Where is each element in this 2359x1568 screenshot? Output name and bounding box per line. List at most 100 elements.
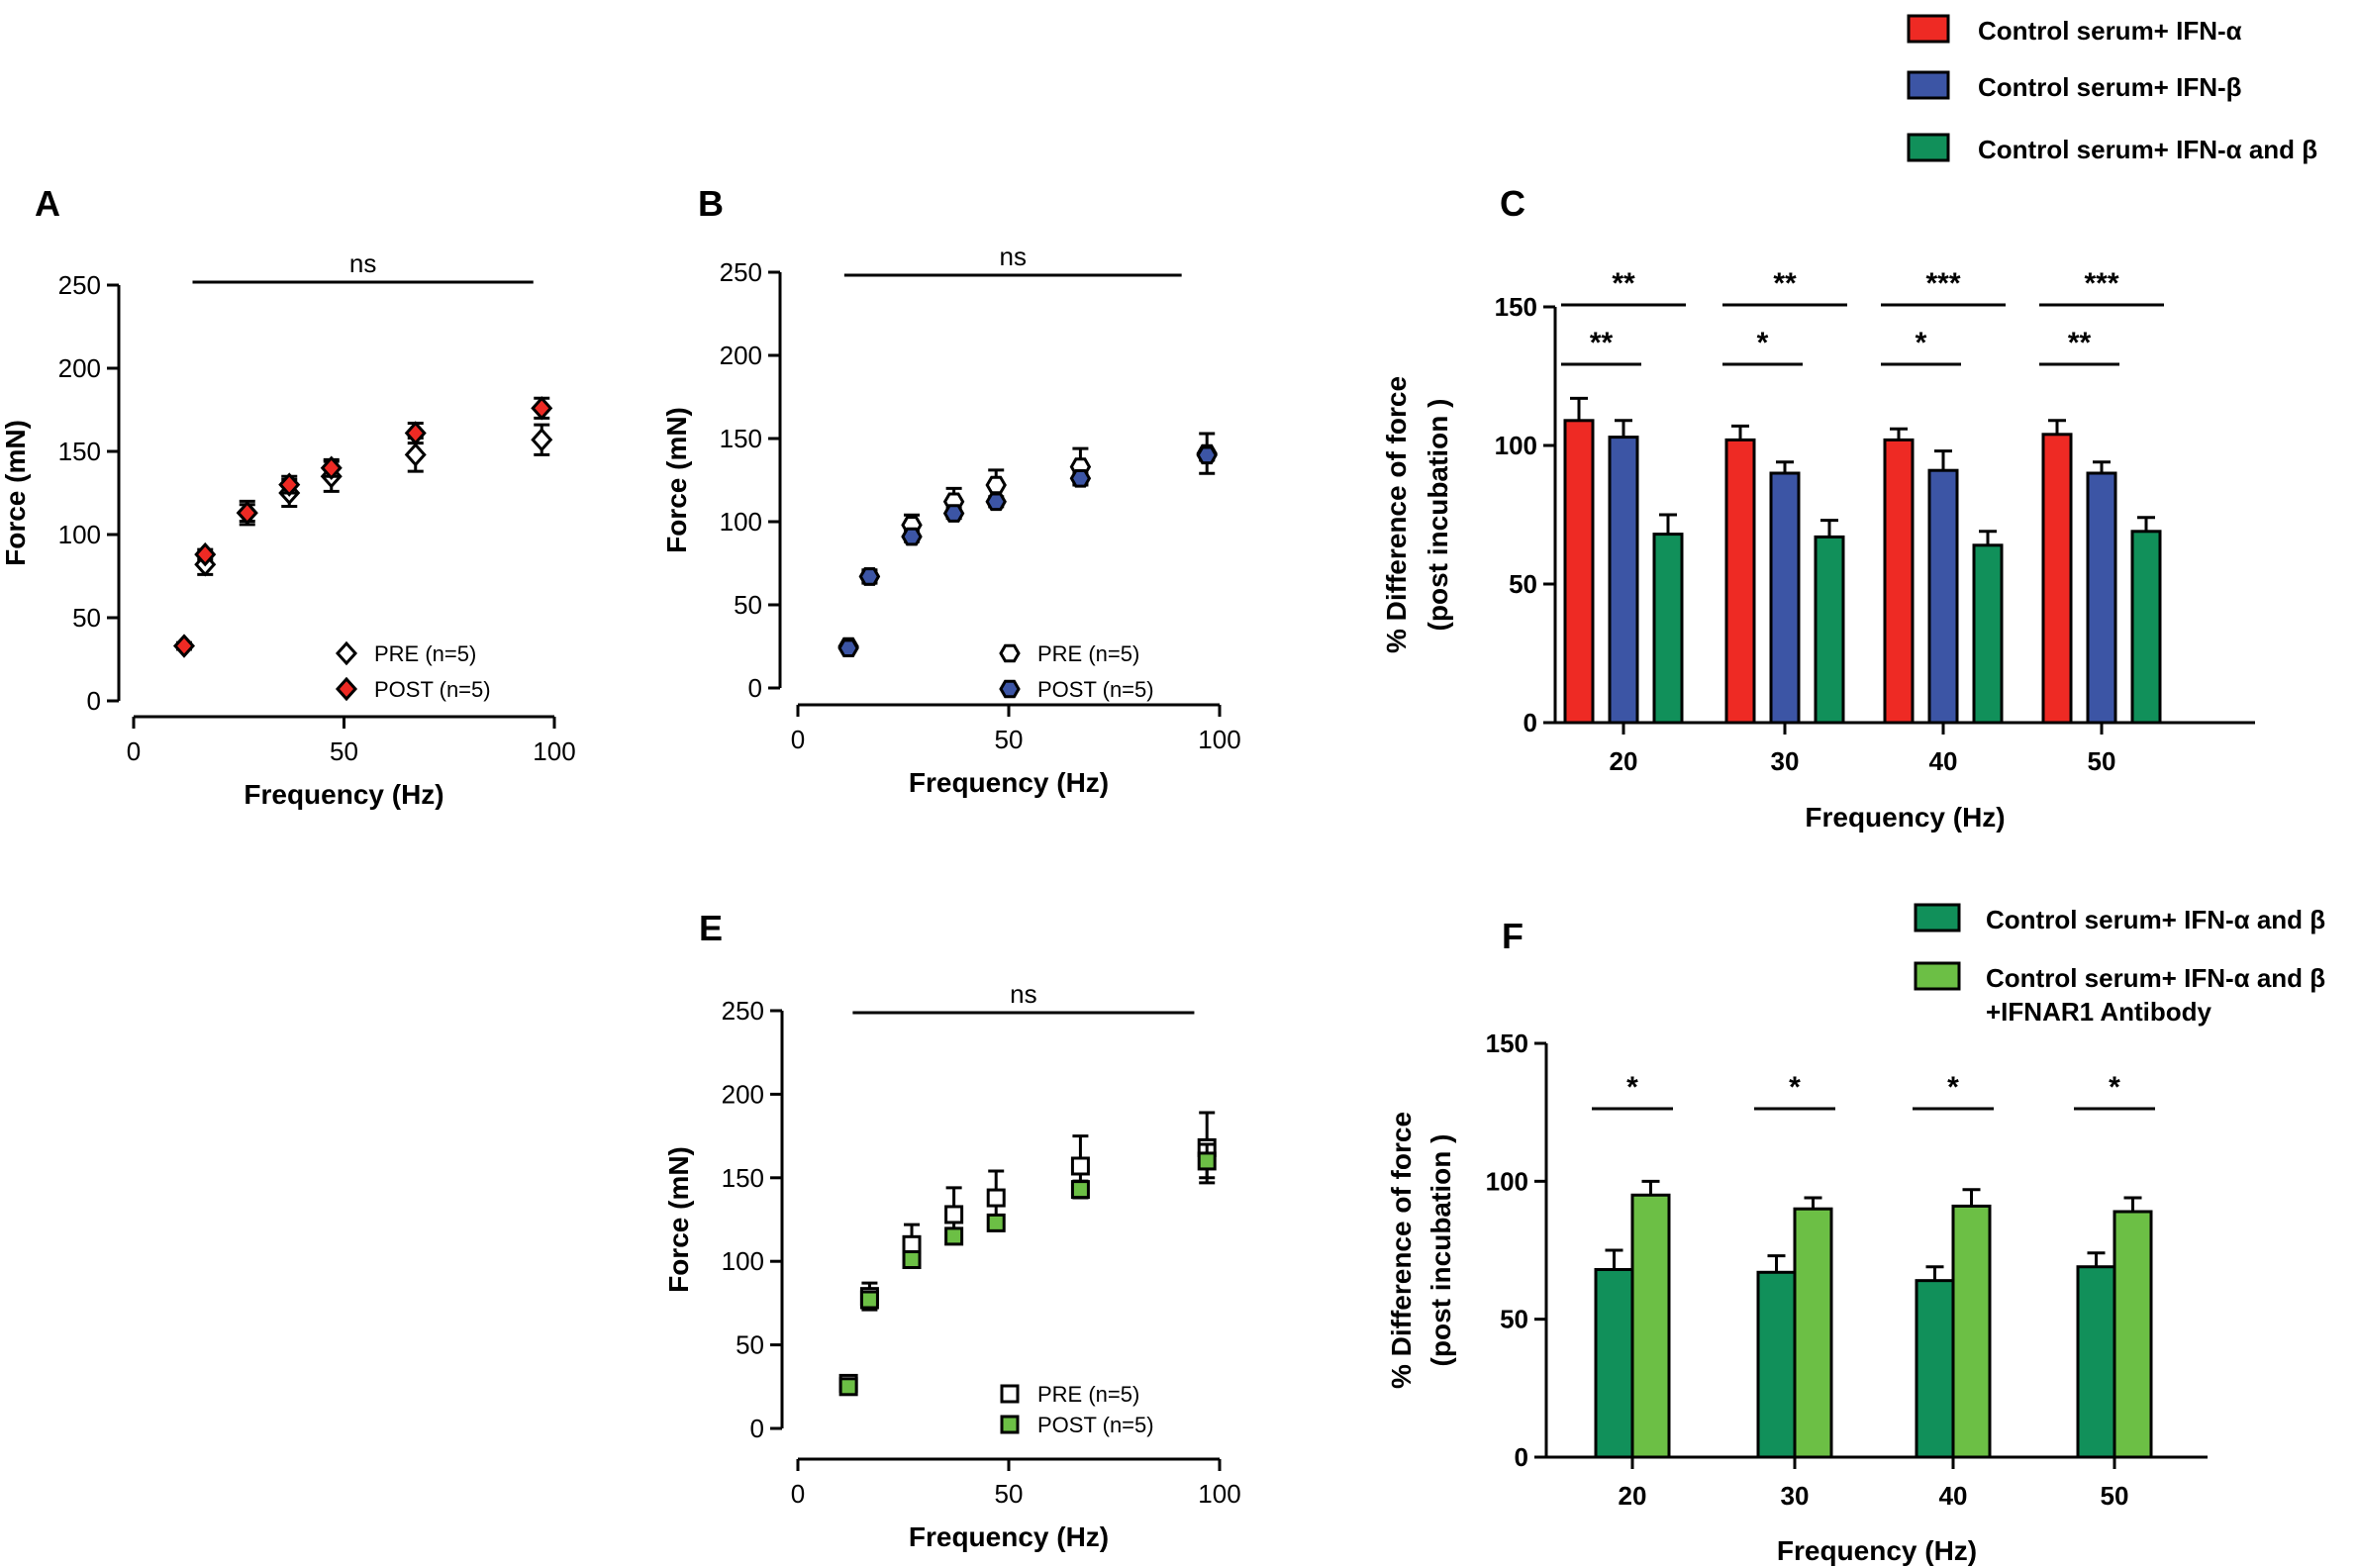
legend-swatch [1907, 133, 1950, 162]
legend-swatch [1914, 903, 1961, 932]
panel-e: E 0 50 100 150 200 250 Force (mN) 0 50 100 Frequenc… [663, 908, 1241, 1552]
legend-label: PRE (n=5) [1037, 641, 1139, 666]
legend-label: Control serum+ IFN-β [1978, 72, 2242, 102]
legend-label: Control serum+ IFN-α and β [1986, 963, 2325, 993]
data-point [194, 541, 217, 567]
y-tick-label: 150 [722, 1163, 764, 1193]
y-tick-label: 0 [1515, 1442, 1528, 1472]
x-tick-label: 50 [330, 736, 358, 766]
data-point [944, 1205, 964, 1225]
significance-text: ns [349, 248, 376, 278]
legend-label: POST (n=5) [374, 677, 491, 702]
panel-f: F 0 50 100 150 % Difference of force (post inc… [1386, 916, 2208, 1566]
data-point [1070, 1156, 1090, 1176]
series-post [838, 1142, 1217, 1397]
significance-text: * [1789, 1071, 1801, 1104]
bar-series [1630, 1179, 2153, 1459]
legend-label: POST (n=5) [1037, 677, 1154, 702]
legend-marker [1000, 1415, 1020, 1434]
y-tick-label: 250 [722, 996, 764, 1026]
significance-text: * [1916, 327, 1927, 359]
y-tick-label: 0 [748, 673, 762, 703]
x-tick-label: 0 [791, 1479, 805, 1509]
y-tick-label: 100 [722, 1246, 764, 1276]
x-axis-label: Frequency (Hz) [244, 779, 443, 810]
x-tick-label: 20 [1610, 746, 1638, 776]
data-point [1070, 1180, 1090, 1200]
data-point [858, 567, 881, 586]
x-tick-label: 50 [995, 1479, 1024, 1509]
y-tick-label: 150 [1486, 1029, 1528, 1058]
x-axis-label: Frequency (Hz) [909, 1521, 1109, 1552]
bar [2130, 530, 2162, 725]
series-pre [194, 423, 553, 577]
y-tick-label: 250 [720, 257, 762, 287]
y-axis-label: Force (mN) [0, 420, 31, 566]
bar [1883, 438, 1915, 725]
data-point [1069, 469, 1092, 488]
bar [1630, 1193, 1671, 1459]
bar [1793, 1207, 1833, 1459]
panel-label: B [698, 183, 724, 224]
data-point [278, 472, 301, 497]
data-point [859, 1290, 879, 1310]
legend-marker [999, 643, 1021, 663]
y-tick-label: 50 [1509, 569, 1537, 599]
y-tick-label: 100 [58, 520, 101, 549]
x-tick-label: 50 [2088, 746, 2116, 776]
significance-text: ** [1612, 267, 1635, 300]
data-point [1196, 445, 1218, 465]
significance-text: ns [1000, 242, 1027, 271]
y-tick-label: 50 [1500, 1305, 1528, 1334]
legend-swatch [1907, 14, 1950, 44]
bar-series [1652, 513, 2162, 725]
x-tick-label: 0 [127, 736, 141, 766]
y-tick-label: 150 [58, 437, 101, 466]
panel-label: E [699, 908, 723, 948]
legend-f: Control serum+ IFN-α and β Control serum+… [1914, 903, 2325, 1027]
significance-text: ** [1590, 327, 1614, 359]
bar [1724, 438, 1756, 725]
y-tick-label: 100 [1495, 431, 1537, 460]
bar [1972, 543, 2004, 725]
data-point [944, 1226, 964, 1246]
legend-swatch [1914, 961, 1961, 991]
bar [1652, 533, 1684, 725]
y-tick-label: 100 [1486, 1166, 1528, 1196]
bar [2113, 1210, 2153, 1459]
data-point [902, 1234, 922, 1254]
x-axis-label: Frequency (Hz) [1805, 802, 2005, 833]
y-axis-label: Force (mN) [663, 1146, 694, 1293]
bar [1608, 436, 1639, 725]
x-tick-label: 30 [1781, 1481, 1810, 1511]
legend-marker [1000, 1384, 1020, 1404]
y-tick-label: 150 [1495, 292, 1537, 322]
y-tick-label: 50 [734, 590, 762, 620]
bar-series [1563, 396, 2073, 725]
panel-a: A 0 50 100 150 200 250 Force (mN) 0 50 100 Frequenc… [0, 183, 576, 810]
data-point [172, 634, 196, 658]
y-tick-label: 200 [58, 353, 101, 383]
y-tick-label: 0 [87, 686, 101, 716]
panel-b: B 0 50 100 150 200 250 Force (mN) 0 50 100 Frequenc… [661, 183, 1241, 798]
y-tick-label: 150 [720, 424, 762, 453]
y-tick-label: 200 [722, 1079, 764, 1109]
data-point [986, 1213, 1006, 1232]
bar [1915, 1279, 1955, 1459]
y-axis-label: Force (mN) [661, 407, 692, 553]
y-axis-label: % Difference of force [1386, 1112, 1417, 1389]
y-tick-label: 0 [1524, 708, 1537, 737]
legend-label: Control serum+ IFN-α [1978, 16, 2242, 46]
legend-marker [999, 679, 1021, 699]
bar [1563, 419, 1595, 725]
y-axis-label-2: (post incubation ) [1423, 399, 1453, 632]
legend-label: POST (n=5) [1037, 1413, 1154, 1437]
bar [2076, 1265, 2116, 1459]
series-pre [838, 1111, 1217, 1393]
panel-label: C [1500, 183, 1525, 224]
y-tick-label: 200 [720, 341, 762, 370]
significance-text: *** [2084, 267, 2118, 300]
x-tick-label: 50 [995, 725, 1024, 754]
significance-text: * [1626, 1071, 1638, 1104]
